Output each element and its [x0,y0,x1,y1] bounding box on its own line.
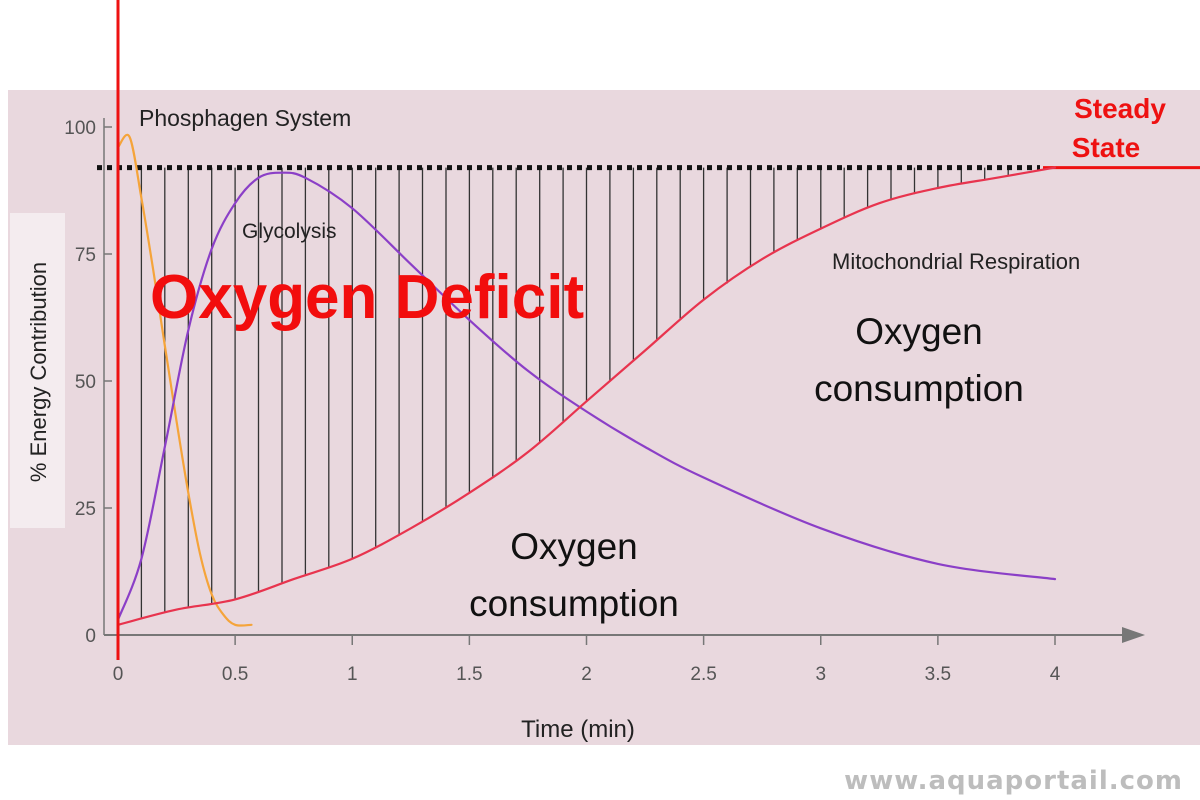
oxygen-consumption-lower-line1: Oxygen [510,526,638,567]
series-label-glycolysis: Glycolysis [242,220,337,243]
x-tick-label: 4 [1050,664,1061,685]
oxygen-deficit-hatch [140,167,1009,619]
steady-state-label-line1: Steady [1074,93,1166,124]
series-label-phosphagen: Phosphagen System [139,105,351,131]
series-line-1 [116,171,1057,621]
series-label-mitochondrial: Mitochondrial Respiration [832,249,1080,274]
x-tick-label: 1.5 [456,664,482,685]
oxygen-consumption-upper-line1: Oxygen [855,311,983,352]
y-tick-label: 25 [75,499,96,520]
y-tick-label: 0 [85,626,96,647]
axes: 0 25 50 75 100 0 0.5 1 1.5 2 2.5 3 3.5 4 [64,118,1145,685]
x-tick-label: 0 [113,664,124,685]
series-line-2 [116,166,1057,626]
x-tick-label: 1 [347,664,358,685]
y-tick-label: 50 [75,372,96,393]
y-tick-label: 75 [75,245,96,266]
x-tick-label: 2.5 [690,664,716,685]
xlabel: Time (min) [521,716,635,743]
oxygen-consumption-lower-line2: consumption [469,583,679,624]
oxygen-deficit-label: Oxygen Deficit [150,263,584,332]
ylabel: % Energy Contribution [26,262,51,482]
series-lines [116,133,1057,627]
x-tick-label: 0.5 [222,664,248,685]
steady-state-label-line2: State [1072,132,1140,163]
series-line-0 [116,133,253,627]
x-tick-label: 3 [815,664,826,685]
watermark: www.aquaportail.com [844,766,1183,796]
oxygen-consumption-upper-line2: consumption [814,368,1024,409]
chart-panel [8,90,1200,745]
ylabel-panel [10,213,65,528]
x-axis-arrow [1122,627,1145,643]
x-tick-label: 3.5 [925,664,951,685]
y-tick-label: 100 [64,118,96,139]
x-tick-label: 2 [581,664,592,685]
